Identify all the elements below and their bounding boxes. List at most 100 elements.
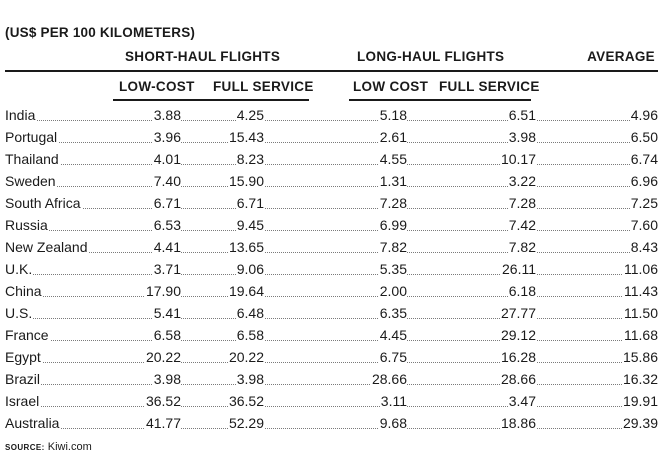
average-value: 29.39 xyxy=(621,412,658,434)
dot-leader xyxy=(5,296,658,297)
table-row: India 3.88 4.25 5.18 6.51 4.96 xyxy=(5,104,658,126)
table-row: Russia 6.53 9.45 6.99 7.42 7.60 xyxy=(5,214,658,236)
short-low-value: 6.53 xyxy=(152,214,181,236)
long-full-value: 7.42 xyxy=(507,214,536,236)
dot-leader xyxy=(5,274,658,275)
long-full-value: 7.28 xyxy=(507,192,536,214)
short-full-value: 6.48 xyxy=(235,302,264,324)
long-low-value: 4.55 xyxy=(378,148,407,170)
table-row: Brazil 3.98 3.98 28.66 28.66 16.32 xyxy=(5,368,658,390)
average-value: 11.43 xyxy=(623,280,658,302)
country-name: Russia xyxy=(5,214,49,236)
average-header: AVERAGE xyxy=(587,49,655,64)
long-full-value: 18.86 xyxy=(499,412,536,434)
long-haul-header: LONG-HAUL FLIGHTS xyxy=(357,49,505,64)
dot-leader xyxy=(5,340,658,341)
table-row: New Zealand 4.41 13.65 7.82 7.82 8.43 xyxy=(5,236,658,258)
table-row: Portugal 3.96 15.43 2.61 3.98 6.50 xyxy=(5,126,658,148)
average-value: 6.96 xyxy=(629,170,658,192)
long-low-value: 5.18 xyxy=(378,104,407,126)
average-value: 11.06 xyxy=(623,258,658,280)
long-full-value: 3.47 xyxy=(507,390,536,412)
long-full-value: 3.22 xyxy=(507,170,536,192)
short-haul-rule xyxy=(113,99,309,101)
country-name: South Africa xyxy=(5,192,82,214)
dot-leader xyxy=(5,164,658,165)
average-value: 7.60 xyxy=(629,214,658,236)
long-low-cost-header: LOW COST xyxy=(353,79,429,94)
table-row: U.K. 3.71 9.06 5.35 26.11 11.06 xyxy=(5,258,658,280)
country-name: Brazil xyxy=(5,368,42,390)
long-low-value: 7.28 xyxy=(378,192,407,214)
long-low-value: 6.99 xyxy=(378,214,407,236)
short-full-value: 9.06 xyxy=(235,258,264,280)
country-name: India xyxy=(5,104,37,126)
long-full-value: 6.18 xyxy=(507,280,536,302)
average-value: 6.50 xyxy=(629,126,658,148)
average-value: 6.74 xyxy=(629,148,658,170)
dot-leader xyxy=(5,142,658,143)
long-full-value: 3.98 xyxy=(507,126,536,148)
short-low-value: 3.88 xyxy=(152,104,181,126)
short-full-value: 15.43 xyxy=(227,126,264,148)
short-low-value: 3.96 xyxy=(152,126,181,148)
short-full-value: 52.29 xyxy=(227,412,264,434)
long-full-value: 26.11 xyxy=(501,258,536,280)
dot-leader xyxy=(5,384,658,385)
country-name: U.S. xyxy=(5,302,34,324)
long-low-value: 3.11 xyxy=(379,390,407,412)
table-row: Israel 36.52 36.52 3.11 3.47 19.91 xyxy=(5,390,658,412)
table-row: China 17.90 19.64 2.00 6.18 11.43 xyxy=(5,280,658,302)
source-note: SOURCE: Kiwi.com xyxy=(5,441,92,453)
short-full-value: 3.98 xyxy=(235,368,264,390)
average-value: 8.43 xyxy=(629,236,658,258)
short-low-value: 5.41 xyxy=(152,302,181,324)
table-row: Egypt 20.22 20.22 6.75 16.28 15.86 xyxy=(5,346,658,368)
country-name: Israel xyxy=(5,390,41,412)
table-row: Sweden 7.40 15.90 1.31 3.22 6.96 xyxy=(5,170,658,192)
average-value: 11.50 xyxy=(623,302,658,324)
long-low-value: 1.31 xyxy=(378,170,407,192)
table-row: France 6.58 6.58 4.45 29.12 11.68 xyxy=(5,324,658,346)
long-low-value: 2.61 xyxy=(378,126,407,148)
short-low-value: 20.22 xyxy=(144,346,181,368)
header-rule xyxy=(5,70,658,72)
unit-label: (US$ PER 100 KILOMETERS) xyxy=(5,25,196,40)
long-full-value: 6.51 xyxy=(507,104,536,126)
source-text: Kiwi.com xyxy=(47,441,92,453)
short-low-value: 36.52 xyxy=(144,390,181,412)
long-low-value: 4.45 xyxy=(378,324,407,346)
long-low-value: 2.00 xyxy=(378,280,407,302)
long-low-value: 6.35 xyxy=(378,302,407,324)
average-value: 11.68 xyxy=(623,324,658,346)
long-full-value: 28.66 xyxy=(499,368,536,390)
long-low-value: 28.66 xyxy=(370,368,407,390)
dot-leader xyxy=(5,186,658,187)
country-name: Thailand xyxy=(5,148,60,170)
long-full-service-header: FULL SERVICE xyxy=(439,79,540,94)
data-table: India 3.88 4.25 5.18 6.51 4.96 Portugal 3.96 15.… xyxy=(5,104,658,434)
dot-leader xyxy=(5,428,658,429)
dot-leader xyxy=(5,208,658,209)
long-low-value: 9.68 xyxy=(378,412,407,434)
average-value: 16.32 xyxy=(621,368,658,390)
dot-leader xyxy=(5,406,658,407)
dot-leader xyxy=(5,252,658,253)
average-value: 19.91 xyxy=(621,390,658,412)
long-low-value: 7.82 xyxy=(378,236,407,258)
short-full-service-header: FULL SERVICE xyxy=(213,79,314,94)
long-low-value: 6.75 xyxy=(378,346,407,368)
table-row: South Africa 6.71 6.71 7.28 7.28 7.25 xyxy=(5,192,658,214)
short-full-value: 4.25 xyxy=(235,104,264,126)
country-name: Australia xyxy=(5,412,61,434)
long-full-value: 7.82 xyxy=(507,236,536,258)
table-row: U.S. 5.41 6.48 6.35 27.77 11.50 xyxy=(5,302,658,324)
short-low-value: 41.77 xyxy=(144,412,181,434)
short-low-value: 4.41 xyxy=(152,236,181,258)
short-low-value: 17.90 xyxy=(144,280,181,302)
short-low-value: 6.71 xyxy=(152,192,181,214)
dot-leader xyxy=(5,362,658,363)
short-full-value: 15.90 xyxy=(227,170,264,192)
short-full-value: 8.23 xyxy=(235,148,264,170)
short-low-value: 3.71 xyxy=(152,258,181,280)
